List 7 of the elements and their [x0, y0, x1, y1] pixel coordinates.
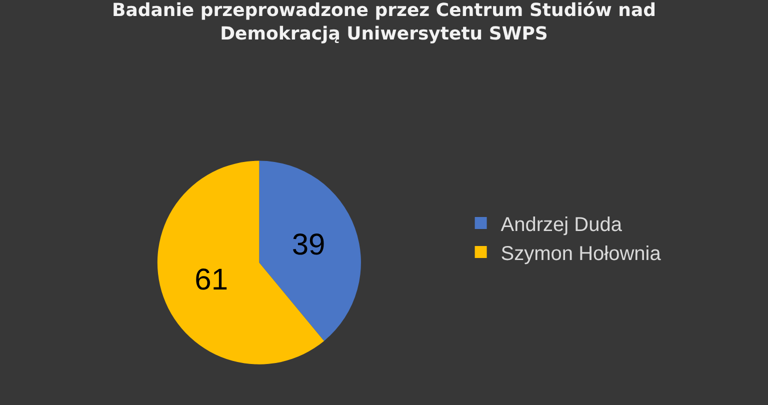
pie-slice: [157, 160, 324, 364]
legend-label: Andrzej Duda: [500, 214, 623, 236]
pie-slice: [259, 160, 361, 341]
data-label: 61: [194, 263, 228, 296]
data-label: 39: [292, 228, 326, 262]
chart-title: Badanie przeprowadzone przez Centrum Studiów nad Demokracją Uniwersytetu SWPS: [112, 0, 656, 45]
legend-label: Szymon Hołownia: [500, 242, 662, 265]
